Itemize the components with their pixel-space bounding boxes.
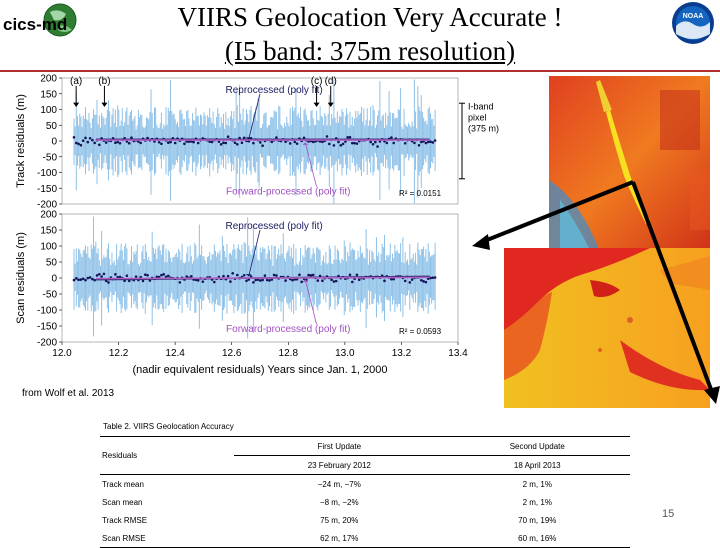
row-value-second: 2 m, 1% [522,479,552,489]
y-tick-label: -150 [37,322,57,333]
table-col1-header: First Update [317,441,362,451]
y-tick-label: 100 [40,242,57,253]
row-value-second: 2 m, 1% [522,497,552,507]
chart-panel-2: 200 150 100 50 0 -50 -100 -150 -200 Scan residual… [15,210,468,377]
y-axis-label: Track residuals (m) [15,94,27,188]
x-tick-label: 12.4 [165,348,185,359]
figure-caption: from Wolf et al. 2013 [22,388,115,399]
x-tick-label: 12.0 [52,348,72,359]
row-label: Scan mean [102,497,143,507]
reprocessed-pointer-head [245,274,252,277]
table-row: Scan mean −8 m, −2% 2 m, 1% [100,493,630,511]
event-label: (a) [70,76,82,87]
event-label: (b) [98,76,110,87]
forward-label: Forward-processed (poly fit) [226,186,350,197]
x-tick-label: 12.2 [109,348,129,359]
y-tick-label: -150 [37,184,57,195]
x-tick-label: 12.6 [222,348,242,359]
y-tick-label: -100 [37,306,57,317]
forward-label: Forward-processed (poly fit) [226,324,350,335]
forward-pointer [304,279,317,325]
page-title: VIIRS Geolocation Very Accurate ! (I5 ba… [90,0,650,68]
title-line-2: (I5 band: 375m resolution) [224,36,516,66]
x-tick-label: 13.2 [392,348,412,359]
y-tick-label: 200 [40,74,57,85]
table-caption: Table 2. VIIRS Geolocation Accuracy [100,416,630,437]
x-tick-label: 13.4 [448,348,468,359]
chart-panel-1: 200 150 100 50 0 -50 -100 -150 -200 Track residua… [15,74,499,211]
row-value-second: 70 m, 19% [518,515,557,525]
row-value-first: 62 m, 17% [234,529,445,548]
y-tick-label: 150 [40,89,57,100]
cics-md-logo: cics-md [2,2,82,42]
page-number: 15 [662,508,675,520]
y-tick-label: -200 [37,200,57,211]
noaa-text: NOAA [683,13,704,20]
event-arrow-head [313,102,320,107]
table-row: Scan RMSE 62 m, 17% 60 m, 16% [100,529,630,548]
pixel-label: pixel [468,113,487,123]
y-tick-label: 200 [40,210,57,221]
row-label: Track mean [102,479,144,489]
y-tick-label: 150 [40,226,57,237]
x-tick-label: 12.8 [279,348,299,359]
y-tick-label: -50 [43,152,58,163]
event-arrow-head [101,102,108,107]
forward-pointer [304,142,317,187]
x-axis-label: (nadir equivalent residuals) Years since… [133,364,388,376]
row-value-first: −8 m, −2% [319,497,359,507]
title-divider [0,70,720,72]
y-tick-label: -200 [37,338,57,349]
event-label: (d) [325,76,337,87]
forward-pointer-head [302,279,309,282]
table-col2-header: Second Update [509,441,565,451]
logo-text: cics-md [3,15,67,34]
y-tick-label: 100 [40,105,57,116]
table-col1-date: 23 February 2012 [234,455,445,475]
row-value-second: 60 m, 16% [444,529,630,548]
y-axis-label: Scan residuals (m) [15,232,27,324]
row-value-first: 75 m, 20% [320,515,359,525]
row-label: Track RMSE [102,515,148,525]
pixel-label: (375 m) [468,124,499,134]
reprocessed-pointer [248,229,261,277]
table-row: Track mean −24 m, −7% 2 m, 1% [100,475,630,494]
y-tick-label: 50 [46,121,58,132]
event-label: (c) [311,76,323,87]
accuracy-table: Table 2. VIIRS Geolocation Accuracy Resi… [100,416,630,548]
fit-line-2 [95,276,430,280]
row-label: Scan RMSE [100,529,234,548]
x-tick-label: 13.0 [335,348,355,359]
y-tick-label: -50 [43,290,58,301]
y-tick-label: 50 [46,258,58,269]
reprocessed-label: Reprocessed (poly fit) [226,221,323,232]
table-col2-date: 18 April 2013 [444,455,630,475]
event-arrow-head [73,102,80,107]
y-tick-label: 0 [51,137,57,148]
row-value-first: −24 m, −7% [317,479,361,489]
r-squared-label: R² = 0.0151 [399,189,442,198]
reprocessed-pointer [248,93,261,140]
reprocessed-pointer-head [245,137,252,140]
event-arrow-head [327,102,334,107]
y-tick-label: 0 [51,274,57,285]
y-tick-label: -100 [37,168,57,179]
table-row: Track RMSE 75 m, 20% 70 m, 19% [100,511,630,529]
title-line-1: VIIRS Geolocation Very Accurate ! [177,2,563,32]
r-squared-label: R² = 0.0593 [399,327,442,336]
reprocessed-label: Reprocessed (poly fit) [226,85,323,96]
table-row-header: Residuals [100,436,234,475]
forward-pointer-head [302,142,309,145]
pixel-label: I-band [468,102,494,112]
noaa-logo: NOAA [670,0,716,46]
